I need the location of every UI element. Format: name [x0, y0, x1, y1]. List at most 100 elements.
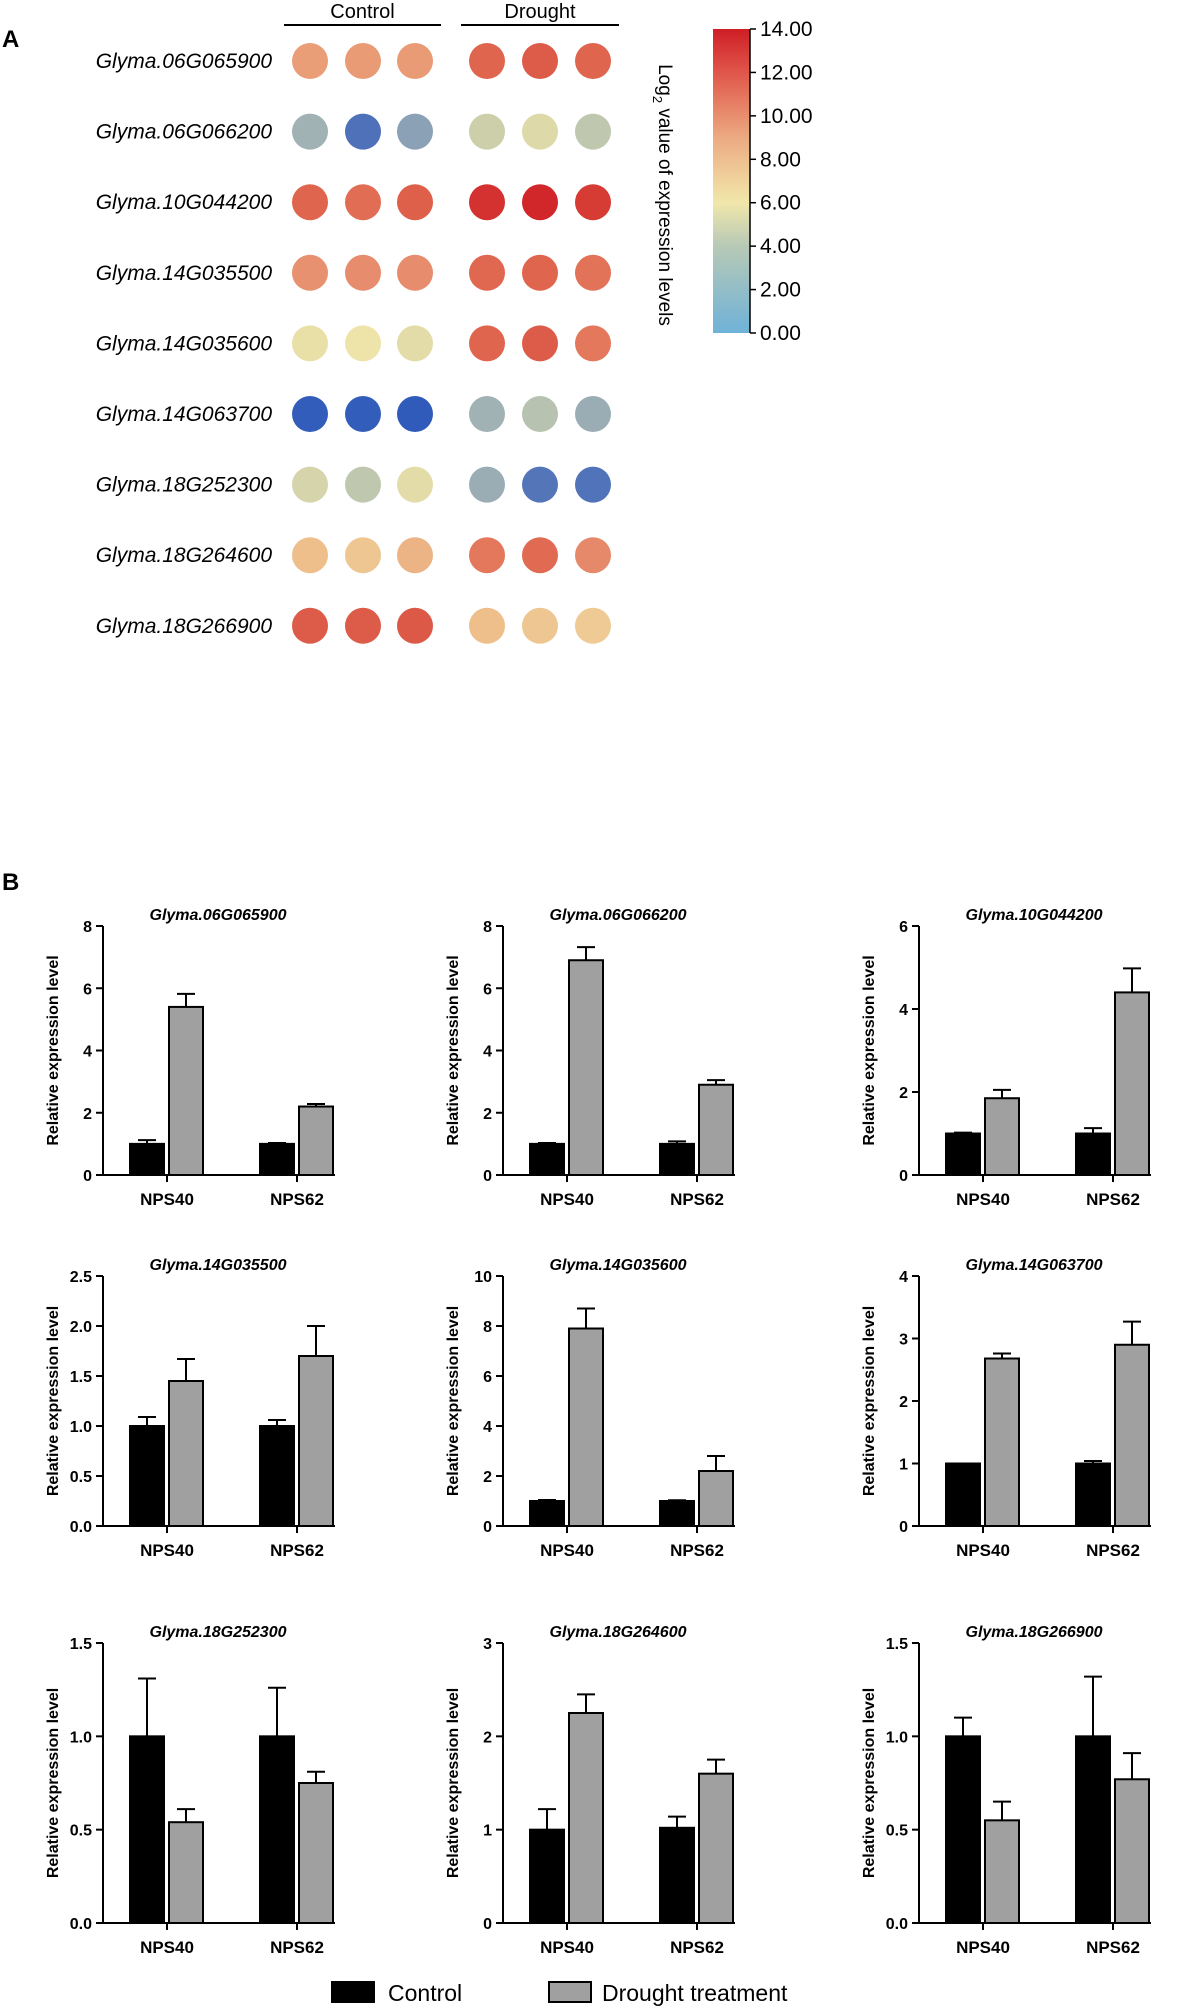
x-tick-label: NPS40: [540, 1541, 594, 1560]
heatmap-row-label: Glyma.18G266900: [96, 615, 273, 638]
panel-b-label: B: [2, 869, 19, 896]
x-tick-label: NPS40: [956, 1541, 1010, 1560]
heatmap-dot: [469, 43, 505, 79]
bar-chart-glyma-10g044200: Glyma.10G044200 Relative expression level…: [861, 907, 1151, 1209]
chart-title: Glyma.06G066200: [550, 907, 687, 924]
y-tick-label: 2.0: [70, 1319, 92, 1336]
y-tick-label: 0: [483, 1916, 492, 1933]
heatmap-dot: [522, 113, 558, 150]
heatmap-row-label: Glyma.10G044200: [96, 191, 273, 214]
y-tick-label: 4: [483, 1044, 492, 1061]
bar-drought-nps62: [298, 1782, 334, 1924]
heatmap-dot: [469, 184, 505, 221]
heatmap-dot: [292, 537, 328, 574]
bar-control-nps40: [129, 1735, 165, 1925]
y-tick-label: 2: [483, 1106, 492, 1123]
bar-control-nps62: [259, 1142, 295, 1176]
bar-drought-nps40: [168, 1821, 204, 1924]
heatmap-row-label: Glyma.18G264600: [96, 544, 273, 567]
x-tick-label: NPS62: [270, 1938, 324, 1957]
heatmap-dot: [345, 607, 381, 644]
bar-control-nps62: [659, 1500, 695, 1527]
y-tick-label: 1.5: [886, 1636, 908, 1653]
y-tick-label: 2: [83, 1106, 92, 1123]
y-tick-label: 8: [83, 919, 92, 936]
bar-drought-nps40: [168, 1005, 204, 1176]
heatmap-dot: [397, 254, 433, 291]
x-tick-label: NPS62: [670, 1938, 724, 1957]
heatmap-dot: [345, 396, 381, 432]
heatmap-dot: [469, 113, 505, 150]
bar-drought-nps40: [984, 1097, 1020, 1176]
colorbar-tick-label: 0.00: [760, 322, 801, 345]
bar-chart-glyma-06g066200: Glyma.06G066200 Relative expression level…: [445, 907, 735, 1209]
heatmap-dot: [292, 325, 328, 362]
heatmap-dot: [397, 184, 433, 221]
colorbar-tick-label: 12.00: [760, 61, 813, 84]
colorbar-tick-label: 10.00: [760, 105, 813, 128]
heatmap-dot: [345, 43, 381, 79]
bar-control-nps40: [945, 1132, 981, 1176]
heatmap-dot: [522, 325, 558, 362]
x-tick-label: NPS40: [140, 1190, 194, 1209]
y-axis-label: Relative expression level: [861, 1306, 878, 1496]
x-tick-label: NPS62: [270, 1190, 324, 1209]
heatmap-dot: [575, 466, 611, 503]
heatmap-dot: [397, 43, 433, 79]
panel-a-heatmap: A Control Drought Glyma.06G065900Glyma.06…: [2, 1, 813, 644]
chart-title: Glyma.14G035500: [150, 1257, 287, 1274]
colorbar-tick-label: 14.00: [760, 18, 813, 41]
bar-control-nps40: [529, 1500, 565, 1527]
x-tick-label: NPS40: [540, 1190, 594, 1209]
colorbar-title-base: Log: [654, 64, 675, 96]
heatmap-colorbar: 14.00 12.00 10.00 8.00 6.00 4.00 2.00 0.00 Log2 …: [650, 18, 813, 345]
y-axis-label: Relative expression level: [445, 1306, 462, 1496]
y-tick-label: 0.0: [70, 1519, 92, 1536]
x-tick-label: NPS40: [140, 1541, 194, 1560]
bar-control-nps40: [945, 1462, 981, 1527]
y-tick-label: 1: [483, 1823, 492, 1840]
bar-drought-nps62: [298, 1105, 334, 1177]
heatmap-dot: [345, 113, 381, 150]
heatmap-dot: [469, 537, 505, 574]
heatmap-dot: [292, 113, 328, 150]
y-tick-label: 0: [483, 1168, 492, 1185]
heatmap-dot: [522, 254, 558, 291]
heatmap-row-label: Glyma.06G065900: [96, 50, 273, 73]
y-tick-label: 0: [83, 1168, 92, 1185]
y-tick-label: 0: [483, 1519, 492, 1536]
chart-title: Glyma.18G266900: [966, 1624, 1103, 1641]
heatmap-dot: [522, 537, 558, 574]
bar-chart-glyma-18g264600: Glyma.18G264600 Relative expression level…: [445, 1624, 735, 1957]
colorbar-title-rest: value of expression levels: [654, 103, 675, 326]
panel-a-label: A: [2, 26, 19, 53]
bar-control-nps40: [529, 1828, 565, 1924]
bar-chart-glyma-18g266900: Glyma.18G266900 Relative expression level…: [861, 1624, 1151, 1957]
heatmap-row-label: Glyma.18G252300: [96, 474, 273, 497]
bar-control-nps62: [1075, 1132, 1111, 1176]
y-tick-label: 4: [483, 1419, 492, 1436]
y-tick-label: 0.0: [70, 1916, 92, 1933]
heatmap-dot: [575, 537, 611, 574]
column-group-label-control: Control: [330, 1, 394, 23]
heatmap-dot: [469, 466, 505, 503]
bar-drought-nps62: [698, 1470, 734, 1527]
heatmap-dot: [397, 537, 433, 574]
bar-control-nps40: [129, 1425, 165, 1527]
chart-title: Glyma.18G264600: [550, 1624, 687, 1641]
heatmap-dot: [522, 396, 558, 432]
x-tick-label: NPS40: [956, 1938, 1010, 1957]
heatmap-dot: [522, 43, 558, 79]
legend-label-drought: Drought treatment: [602, 1980, 788, 2006]
y-axis-label: Relative expression level: [45, 1306, 62, 1496]
y-tick-label: 6: [483, 1369, 492, 1386]
legend-swatch-drought: [548, 1981, 592, 2003]
y-tick-label: 1.0: [70, 1419, 92, 1436]
y-tick-label: 3: [899, 1332, 908, 1349]
heatmap-row-labels: Glyma.06G065900 Glyma.06G066200 Glyma.10G0…: [96, 50, 273, 638]
heatmap-dot: [345, 466, 381, 503]
heatmap-dot: [522, 607, 558, 644]
heatmap-dot: [345, 254, 381, 291]
x-tick-label: NPS40: [956, 1190, 1010, 1209]
colorbar-tick-label: 6.00: [760, 192, 801, 215]
